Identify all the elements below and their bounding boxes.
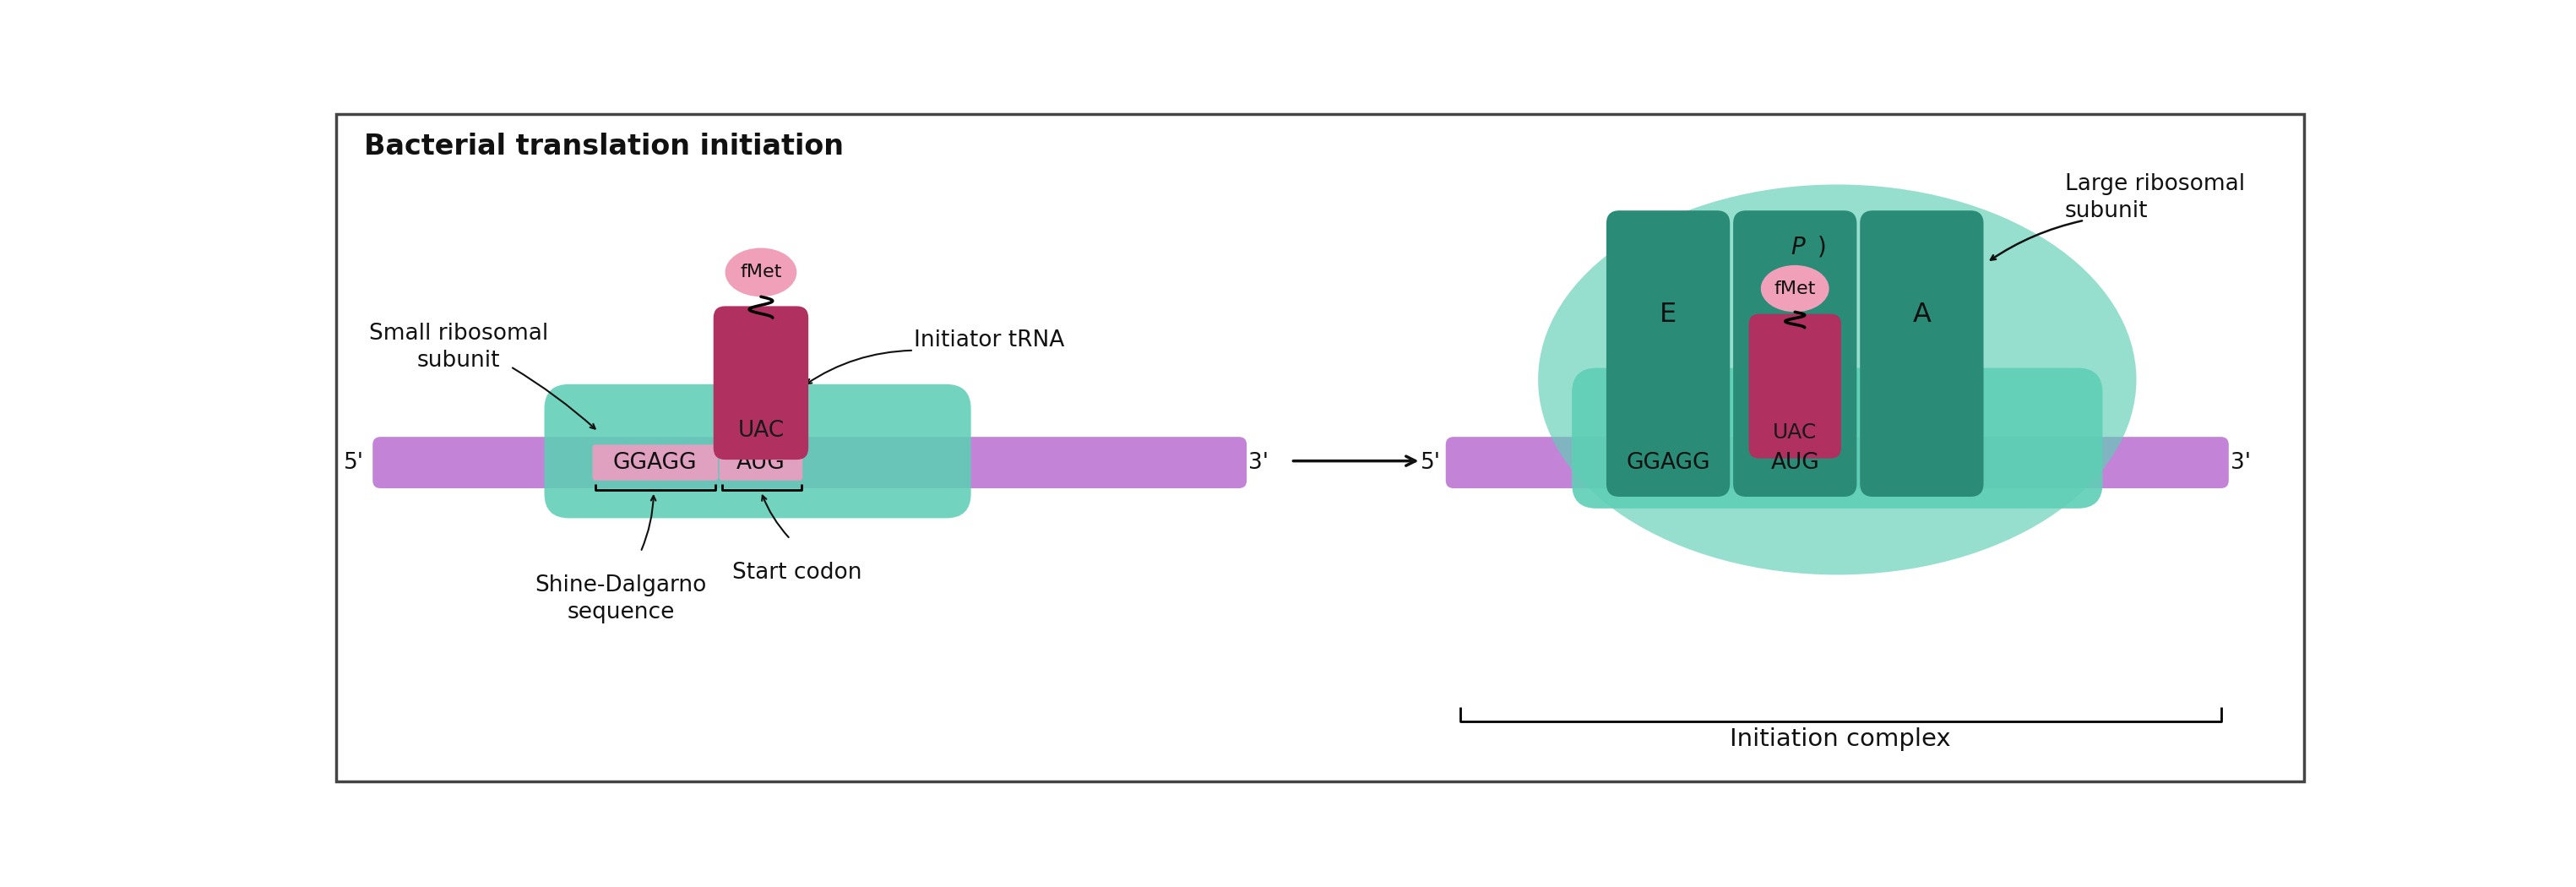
Text: GGAGG: GGAGG	[1625, 451, 1710, 474]
Ellipse shape	[1538, 184, 2136, 575]
FancyBboxPatch shape	[1571, 368, 2102, 508]
FancyBboxPatch shape	[1749, 314, 1842, 459]
FancyBboxPatch shape	[1734, 210, 1857, 497]
Text: ): )	[1819, 236, 1826, 259]
FancyBboxPatch shape	[1860, 210, 1984, 497]
Text: P: P	[1790, 236, 1806, 259]
Text: GGAGG: GGAGG	[613, 451, 698, 474]
Text: Initiator tRNA: Initiator tRNA	[914, 330, 1064, 351]
FancyBboxPatch shape	[592, 444, 719, 481]
Text: 3': 3'	[2231, 451, 2251, 474]
Text: Small ribosomal
subunit: Small ribosomal subunit	[368, 323, 549, 372]
Text: Start codon: Start codon	[732, 561, 860, 584]
FancyBboxPatch shape	[337, 114, 2303, 781]
Ellipse shape	[1762, 265, 1829, 312]
FancyBboxPatch shape	[714, 306, 809, 459]
FancyBboxPatch shape	[374, 437, 1247, 488]
Text: UAC: UAC	[737, 420, 783, 442]
Text: AUG: AUG	[737, 451, 786, 474]
Text: fMet: fMet	[739, 263, 781, 281]
FancyBboxPatch shape	[1607, 210, 1731, 497]
Text: Bacterial translation initiation: Bacterial translation initiation	[363, 132, 845, 161]
Text: 5': 5'	[1419, 451, 1440, 474]
Ellipse shape	[726, 247, 796, 296]
FancyBboxPatch shape	[1445, 437, 2228, 488]
Text: A: A	[1911, 302, 1932, 327]
Text: 3': 3'	[1249, 451, 1270, 474]
Text: Large ribosomal
subunit: Large ribosomal subunit	[2066, 173, 2244, 222]
Text: UAC: UAC	[1772, 422, 1816, 443]
Text: 5': 5'	[345, 451, 363, 474]
Text: Initiation complex: Initiation complex	[1731, 727, 1950, 751]
Text: E: E	[1659, 302, 1677, 327]
Text: AUG: AUG	[1770, 451, 1819, 474]
Text: Shine-Dalgarno
sequence: Shine-Dalgarno sequence	[536, 575, 706, 624]
FancyBboxPatch shape	[719, 444, 804, 481]
Text: fMet: fMet	[1775, 280, 1816, 297]
FancyBboxPatch shape	[544, 384, 971, 518]
